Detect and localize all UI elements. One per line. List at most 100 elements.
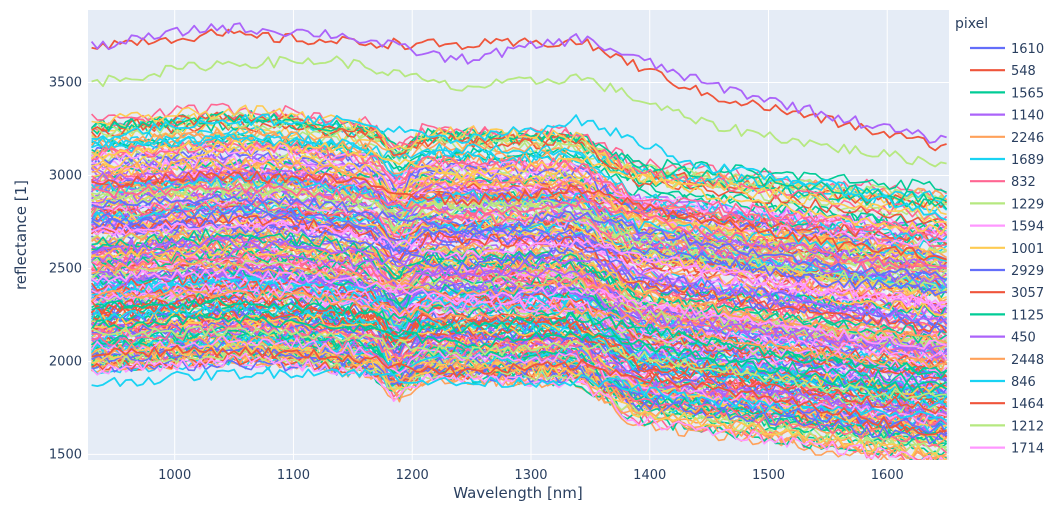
legend-item-1212[interactable]: 1212 [970,419,1044,434]
series-line [91,201,948,272]
legend-item-846[interactable]: 846 [970,375,1036,390]
legend-label: 1140 [1011,109,1044,124]
legend-item-1565[interactable]: 1565 [970,86,1044,101]
legend-label: 1689 [1011,153,1044,168]
legend-series-lines [90,22,948,436]
series-line [91,141,948,240]
series-line-1229 [91,55,947,168]
legend-item-450[interactable]: 450 [970,331,1036,346]
x-tick-label: 1200 [396,468,429,483]
legend-item-1610[interactable]: 1610 [970,42,1044,57]
series-line [91,228,948,344]
legend-item-2448[interactable]: 2448 [970,353,1044,368]
series-line [90,291,947,415]
series-line [90,175,947,262]
legend-label: 2929 [1011,264,1044,279]
series-line [91,104,947,224]
series-line [90,214,948,334]
series-line [91,352,944,460]
legend-label: 1464 [1011,397,1044,412]
y-tick-label: 2500 [49,261,82,276]
series-line-1565 [91,296,947,375]
legend-items[interactable]: 1610 548 1565 1140 2246 1689 832 1229 1594 1001 29… [970,42,1044,457]
series-line [91,205,948,327]
series-line [91,315,948,443]
series-line-3057 [91,344,947,436]
legend-label: 450 [1011,331,1036,346]
series-line [91,309,947,395]
series-line [91,341,947,460]
series-line-1610 [90,218,947,297]
legend-item-1001[interactable]: 1001 [970,242,1044,257]
legend-item-2246[interactable]: 2246 [970,131,1044,146]
legend-label: 846 [1011,375,1036,390]
legend-label: 1714 [1011,442,1044,457]
legend-label: 1212 [1011,419,1044,434]
series-line-1594 [91,267,947,350]
series-line-1140 [90,22,947,144]
series-line [91,118,947,194]
legend-title: pixel [955,16,988,32]
x-tick-label: 1000 [158,468,191,483]
legend-item-3057[interactable]: 3057 [970,286,1044,301]
legend-label: 1610 [1011,42,1044,57]
legend-item-832[interactable]: 832 [970,175,1036,190]
y-tick-label: 3000 [49,168,82,183]
x-tick-label: 1600 [871,468,904,483]
series-line [91,257,948,330]
series-line-1714 [91,221,947,310]
series-line [90,198,947,279]
series-line [91,326,948,443]
legend-label: 1125 [1011,308,1044,323]
legend-item-1594[interactable]: 1594 [970,220,1044,235]
x-tick-label: 1500 [752,468,785,483]
series-line [91,111,948,227]
x-tick-label: 1400 [633,468,666,483]
legend-label: 548 [1011,64,1036,79]
legend-item-1229[interactable]: 1229 [970,197,1044,212]
x-tick-label: 1100 [277,468,310,483]
series-line-2448 [90,288,947,369]
legend-label: 2246 [1011,131,1044,146]
series-line [91,347,947,426]
series-line [91,209,948,335]
legend-label: 1565 [1011,86,1044,101]
series-line [91,324,948,454]
legend-item-1464[interactable]: 1464 [970,397,1044,412]
series-line-548 [91,28,947,152]
legend-item-2929[interactable]: 2929 [970,264,1044,279]
series-line [91,264,948,359]
legend-item-1714[interactable]: 1714 [970,442,1044,457]
series-line [91,173,947,276]
series-line-1212 [91,325,947,400]
series-line-450 [91,236,948,324]
series-line [90,334,947,425]
legend-item-1125[interactable]: 1125 [970,308,1044,323]
series-line [91,133,948,245]
legend-label: 2448 [1011,353,1044,368]
y-tick-label: 2000 [49,354,82,369]
series-line [91,142,948,239]
x-axis-ticks: 1000 1100 1200 1300 1400 1500 1600 [158,468,904,483]
legend-item-1140[interactable]: 1140 [970,109,1044,124]
series-line [91,181,948,278]
series-line-1464 [91,170,947,261]
x-axis-title: Wavelength [nm] [453,484,583,502]
series-line-832 [91,182,947,270]
series-line-1001 [91,139,948,236]
y-axis-title: reflectance [1] [12,180,30,290]
legend-item-548[interactable]: 548 [970,64,1036,79]
y-axis-ticks: 1500 2000 2500 3000 3500 [49,76,82,463]
legend-label: 1229 [1011,197,1044,212]
series-line-1689 [91,366,948,422]
legend[interactable]: pixel 1610 548 1565 1140 2246 1689 832 1229 1594… [955,16,1044,457]
y-tick-label: 3500 [49,76,82,91]
legend-item-1689[interactable]: 1689 [970,153,1044,168]
legend-label: 1594 [1011,220,1044,235]
series-line-2929 [91,193,947,281]
series-line [91,260,947,348]
y-tick-label: 1500 [49,447,82,462]
legend-label: 3057 [1011,286,1044,301]
series-line-1125 [90,313,948,396]
